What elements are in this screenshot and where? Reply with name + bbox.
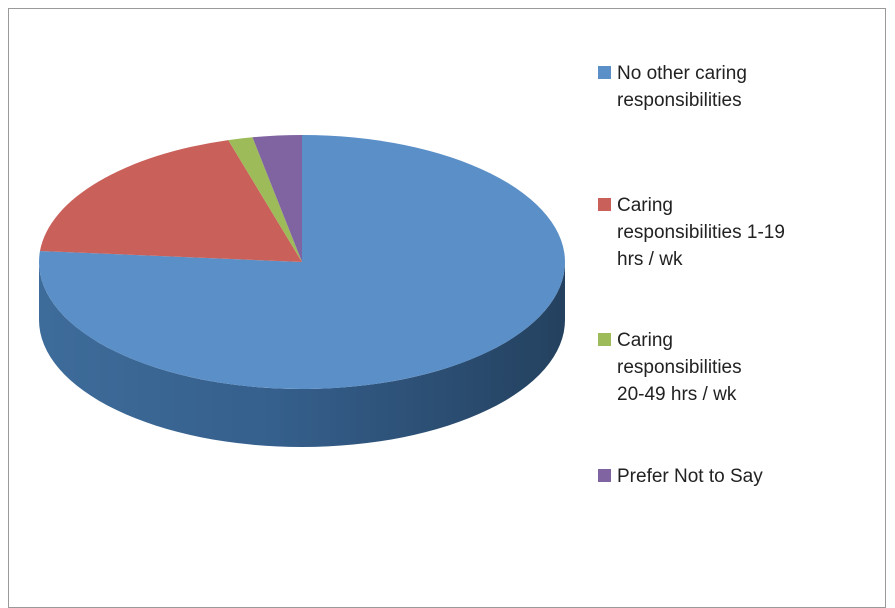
legend-swatch [598,66,611,79]
pie-chart [38,135,565,447]
legend-item-caring-20-49: Caring responsibilities 20-49 hrs / wk [598,327,837,408]
legend-item-no-other-caring: No other caring responsibilities [598,60,837,114]
legend-label: Caring responsibilities 20-49 hrs / wk [617,330,742,405]
legend-item-caring-1-19: Caring responsibilities 1-19 hrs / wk [598,192,837,273]
pie-slice [252,135,302,262]
legend-item-prefer-not-to-say: Prefer Not to Say [598,463,837,490]
pie-slice [38,135,565,389]
legend-label: Caring responsibilities 1-19 hrs / wk [617,195,785,270]
pie-slice [228,137,302,262]
legend-label: No other caring responsibilities [617,63,747,111]
legend-swatch [598,469,611,482]
pie-top [38,135,565,389]
legend-swatch [598,333,611,346]
legend-swatch [598,198,611,211]
legend-label: Prefer Not to Say [617,466,763,487]
pie-slice [39,140,302,262]
pie-side-face [39,262,565,447]
pie-sides [39,262,565,447]
